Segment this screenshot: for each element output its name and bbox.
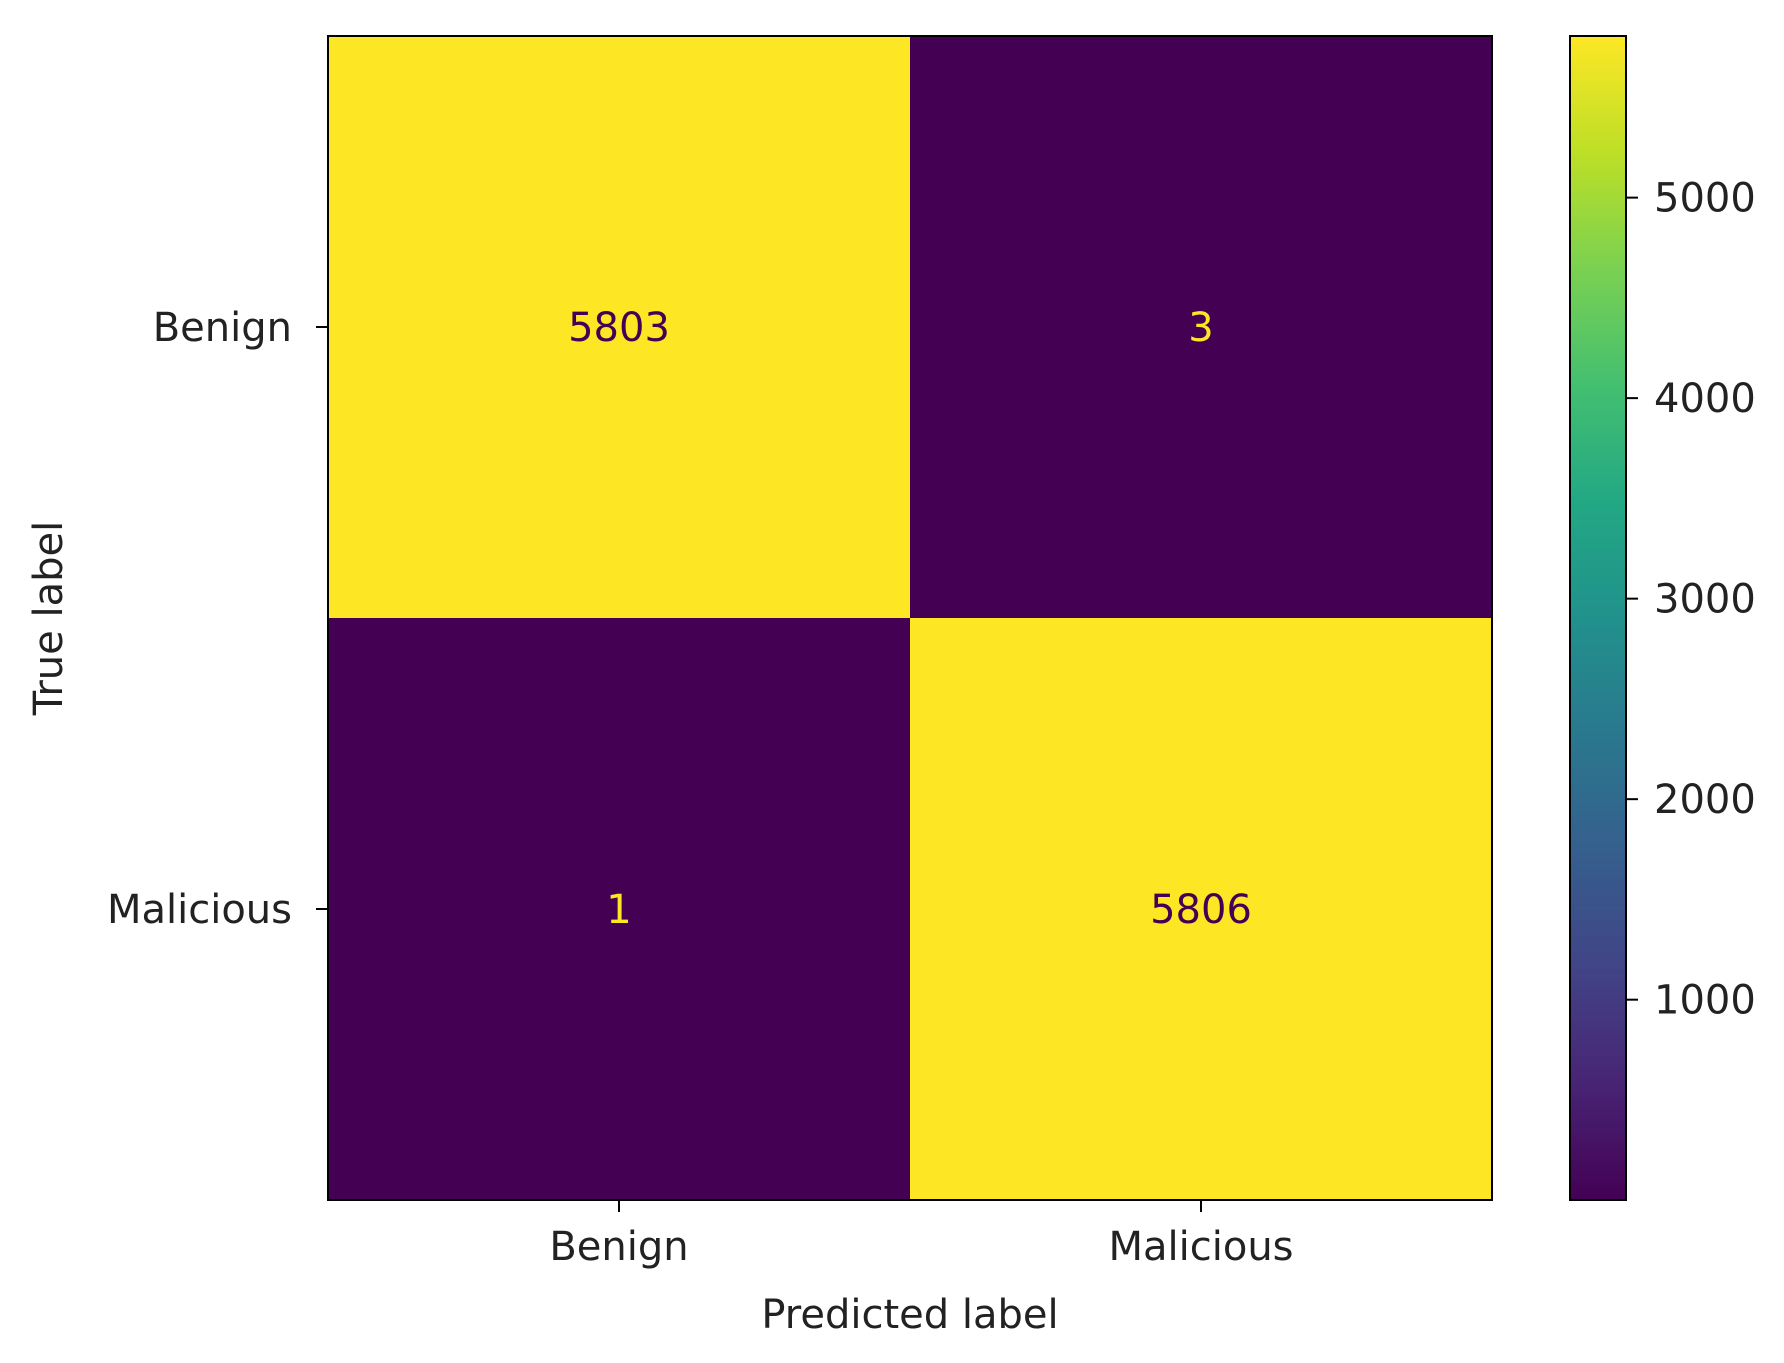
matrix-cells <box>328 36 1492 1200</box>
matrix-cell-value: 3 <box>1188 305 1213 351</box>
colorbar-tick-label: 4000 <box>1654 376 1756 422</box>
colorbar-tick-label: 2000 <box>1654 777 1756 823</box>
colorbar-tick-label: 5000 <box>1654 176 1756 222</box>
y-axis-label: True label <box>26 521 72 716</box>
y-axis-ticks: Benign Malicious <box>107 305 328 933</box>
axes-frame <box>327 35 1493 1201</box>
y-tick-label: Malicious <box>107 887 292 933</box>
colorbar-tick-label: 1000 <box>1654 978 1756 1024</box>
matrix-cell-value: 5806 <box>1150 887 1252 933</box>
y-tick-label: Benign <box>153 305 292 351</box>
matrix-cell-labels: 5803 3 1 5806 <box>568 305 1252 933</box>
matrix-cell <box>910 36 1492 618</box>
colorbar-ticks: 1000 2000 3000 4000 5000 <box>1626 176 1756 1024</box>
x-tick-label: Malicious <box>1108 1224 1293 1270</box>
colorbar-tick-label: 3000 <box>1654 577 1756 623</box>
matrix-cell <box>328 36 910 618</box>
matrix-cell <box>328 618 910 1200</box>
matrix-cell-value: 1 <box>606 887 631 933</box>
x-tick-label: Benign <box>549 1224 688 1270</box>
matrix-cell-value: 5803 <box>568 305 670 351</box>
x-axis-label: Predicted label <box>761 1292 1058 1338</box>
matrix-cell <box>910 618 1492 1200</box>
x-axis-ticks: Benign Malicious <box>549 1200 1294 1270</box>
colorbar <box>1569 35 1627 1201</box>
